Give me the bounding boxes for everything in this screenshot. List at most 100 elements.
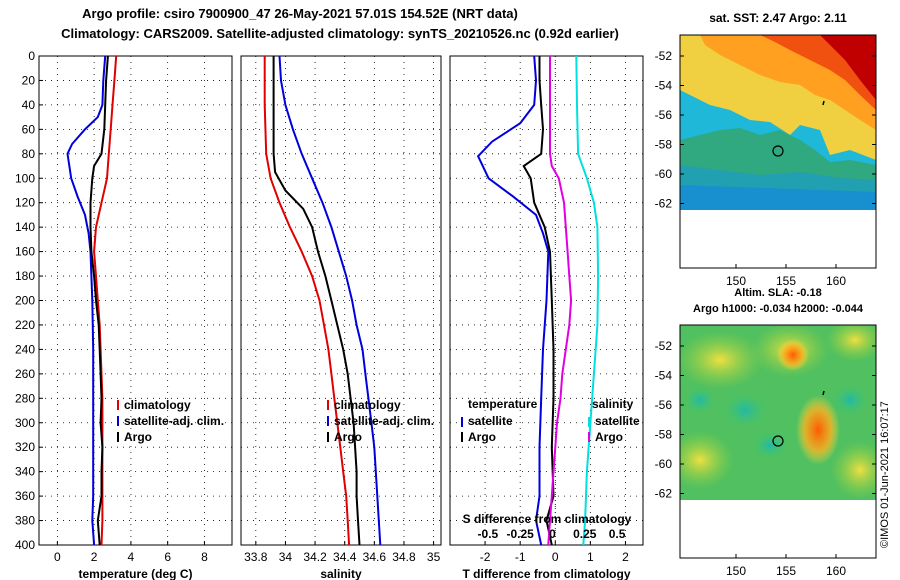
legend-label: Argo: [124, 430, 152, 444]
series-line-satellite-adj-clim-: [66, 55, 107, 546]
y-tick-label: 240: [15, 342, 35, 356]
legend-t-argo-label: Argo: [468, 430, 496, 444]
legend-label: satellite-adj. clim.: [124, 414, 224, 428]
lat-tick-label: -54: [655, 79, 673, 93]
x-axis-label: T difference from climatology: [462, 567, 630, 580]
x-axis-label: temperature (deg C): [78, 567, 192, 580]
sst-map-ticks: -52 -54 -56 -58 -60 -62 150 155 160: [655, 49, 876, 288]
legend-label: climatology: [334, 398, 401, 412]
legend-label: satellite-adj. clim.: [334, 414, 434, 428]
y-tick-label: 20: [22, 73, 36, 87]
sla-map-title-line1: Altim. SLA: -0.18: [734, 287, 821, 299]
y-tick-label: 200: [15, 294, 35, 308]
lat-tick-label: -58: [655, 138, 673, 152]
legend-swatch: [117, 416, 119, 426]
top-tick-label: 0.25: [573, 527, 597, 541]
y-tick-label: 160: [15, 245, 35, 259]
x-tick-label: 8: [201, 550, 208, 564]
y-tick-label: 40: [22, 98, 36, 112]
temperature-panel: 0 2 4 6 8 temperature (deg C) 0 20 40 60 80 100 120 1…: [15, 49, 233, 580]
series-line-t-argo: [522, 56, 555, 546]
legend-swatch: [327, 400, 329, 410]
lat-tick-label: -60: [655, 167, 673, 181]
x-axis-label: salinity: [320, 567, 362, 580]
lon-tick-label: 150: [726, 274, 746, 288]
lat-tick-label: -60: [655, 457, 673, 471]
s-difference-tick-labels: -0.5 -0.25 0 0.25 0.5: [478, 527, 626, 541]
salinity-panel: 33.8 34 34.2 34.4 34.6 34.8 35 salinity climatol…: [240, 55, 442, 580]
top-tick-label: 0: [549, 527, 556, 541]
y-tick-label: 220: [15, 318, 35, 332]
legend-swatch: [327, 432, 329, 442]
legend-label: Argo: [334, 430, 362, 444]
series-line-climatology: [263, 56, 351, 546]
legend-s-satellite-label: satellite: [595, 414, 640, 428]
legend-salinity-title: salinity: [592, 397, 634, 411]
y-tick-label: 360: [15, 489, 35, 503]
y-tick-label: 80: [22, 147, 36, 161]
x-tick-label: 0: [552, 550, 559, 564]
grid: [39, 56, 232, 545]
figure-title-line1: Argo profile: csiro 7900900_47 26-May-20…: [82, 6, 518, 21]
lat-tick-label: -62: [655, 487, 673, 501]
lat-tick-label: -56: [655, 108, 673, 122]
legend-t-satellite-label: satellite: [468, 414, 513, 428]
y-tick-label: 400: [15, 538, 35, 552]
sla-map-title-line2: Argo h1000: -0.034 h2000: -0.044: [693, 303, 864, 315]
legend-temperature-title: temperature: [468, 397, 538, 411]
sst-argo-position-marker: [772, 145, 784, 157]
lon-tick-label: 160: [826, 564, 846, 578]
top-tick-label: 0.5: [609, 527, 626, 541]
legend-swatch: [117, 400, 119, 410]
series-line-satellite-adj-clim-: [278, 55, 382, 546]
y-tick-label: 100: [15, 171, 35, 185]
legend-s-satellite-swatch: [588, 417, 590, 427]
lat-tick-label: -58: [655, 428, 673, 442]
y-tick-label: 320: [15, 440, 35, 454]
legend-s-argo-swatch: [588, 432, 590, 442]
x-tick-label: 6: [164, 550, 171, 564]
sst-map-frame: [679, 34, 877, 269]
sla-map-frame: [679, 324, 877, 559]
lon-tick-label: 155: [776, 564, 796, 578]
x-tick-label: 4: [128, 550, 135, 564]
s-difference-axis-label: S difference from climatology: [463, 512, 632, 526]
y-tick-label: 120: [15, 196, 35, 210]
legend: climatology satellite-adj. clim. Argo: [327, 398, 434, 444]
grid: [241, 56, 441, 545]
y-tick-label: 380: [15, 514, 35, 528]
top-tick-label: -0.5: [478, 527, 499, 541]
sst-map: sat. SST: 2.47 Argo: 2.11 -52 -54 -56 -58 -6…: [655, 11, 877, 288]
legend-t-argo-swatch: [461, 432, 463, 442]
legend-s-argo-label: Argo: [595, 430, 623, 444]
difference-panel: -2 -1 0 1 2 T difference from climatology: [449, 55, 644, 580]
y-tick-label: 300: [15, 416, 35, 430]
legend-label: climatology: [124, 398, 191, 412]
x-tick-label: 34.8: [392, 550, 416, 564]
lat-tick-label: -52: [655, 339, 673, 353]
x-tick-label: 34.6: [363, 550, 387, 564]
x-tick-label: 1: [587, 550, 594, 564]
x-tick-label: 2: [622, 550, 629, 564]
lat-tick-label: -54: [655, 369, 673, 383]
lon-tick-label: 160: [826, 274, 846, 288]
sst-map-field: [680, 35, 876, 210]
lat-tick-label: -62: [655, 197, 673, 211]
x-tick-label: 34.2: [303, 550, 327, 564]
x-tick-label: 0: [54, 550, 61, 564]
y-tick-label: 180: [15, 269, 35, 283]
lat-tick-label: -56: [655, 398, 673, 412]
imos-credit: ©IMOS 01-Jun-2021 16:07:17: [879, 401, 891, 548]
figure-title-line2: Climatology: CARS2009. Satellite-adjuste…: [61, 26, 619, 41]
difference-legend: temperature salinity satellite Argo sate…: [461, 397, 640, 444]
legend-t-satellite-swatch: [461, 417, 463, 427]
sla-map-ticks: -52 -54 -56 -58 -60 -62 150 155 160: [655, 339, 876, 578]
x-tick-label: -1: [515, 550, 526, 564]
x-tick-label: 2: [91, 550, 98, 564]
x-tick-label: 34: [279, 550, 293, 564]
y-tick-label: 260: [15, 367, 35, 381]
series-line-t-satellite: [476, 55, 550, 546]
series-line-argo: [272, 56, 361, 546]
lon-tick-label: 150: [726, 564, 746, 578]
